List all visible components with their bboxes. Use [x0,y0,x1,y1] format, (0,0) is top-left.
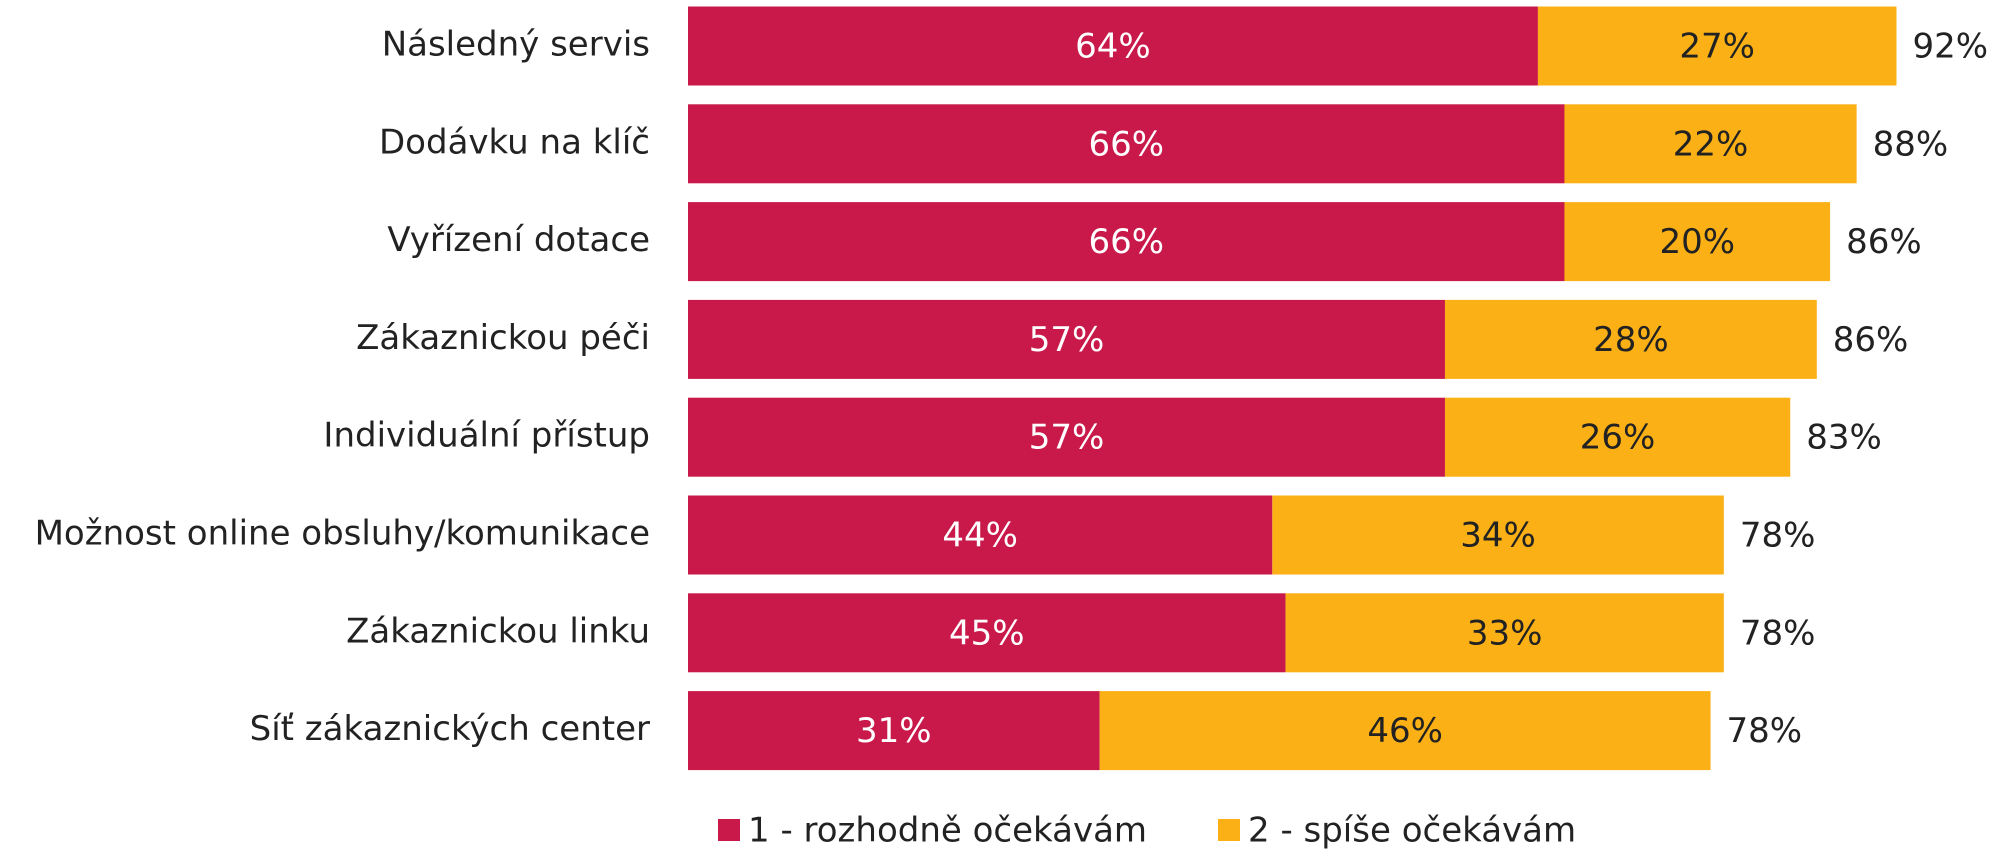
category-label: Zákaznickou linku [346,611,650,651]
bar-segment [1444,397,1791,477]
bar-segment [688,495,1273,575]
category-label: Vyřízení dotace [387,220,650,260]
value-label: 44% [942,516,1018,556]
total-label: 86% [1846,222,1922,262]
total-label: 78% [1740,613,1816,653]
category-label: Dodávku na klíč [379,122,650,162]
legend-swatch [1218,819,1240,841]
legend-label: 2 - spíše očekávám [1248,811,1576,851]
category-label: Následný servis [382,25,650,65]
bar-segment [688,6,1538,86]
value-label: 46% [1367,711,1443,751]
category-label: Individuální přístup [323,416,650,456]
bar-segment [688,104,1565,184]
value-label: 33% [1467,613,1543,653]
bar-segment [688,397,1445,477]
total-label: 86% [1833,320,1909,360]
value-label: 64% [1075,27,1151,67]
value-label: 66% [1088,124,1164,164]
bar-segment [688,202,1565,282]
value-label: 45% [949,613,1025,653]
bar-segment [688,593,1286,673]
bar-segment [1537,6,1897,86]
category-label: Možnost online obsluhy/komunikace [35,514,650,554]
total-label: 83% [1806,418,1882,458]
value-label: 57% [1029,418,1105,458]
bar-segment [1564,202,1831,282]
value-label: 66% [1088,222,1164,262]
value-label: 31% [856,711,932,751]
total-label: 92% [1912,27,1988,67]
total-label: 78% [1740,516,1816,556]
bar-segment [1444,299,1817,379]
bar-segment [688,691,1100,771]
bar-segment [1285,593,1724,673]
value-label: 20% [1659,222,1735,262]
bar-segment [1272,495,1724,575]
value-label: 22% [1673,124,1749,164]
value-label: 27% [1679,27,1755,67]
value-label: 28% [1593,320,1669,360]
value-label: 26% [1580,418,1656,458]
legend-swatch [718,819,740,841]
category-label: Síť zákaznických center [250,709,650,749]
bar-segment [1564,104,1857,184]
bar-segment [1099,691,1711,771]
category-label: Zákaznickou péči [356,318,650,358]
bar-segment [688,299,1445,379]
total-label: 88% [1873,124,1949,164]
legend-label: 1 - rozhodně očekávám [748,811,1147,851]
value-label: 57% [1029,320,1105,360]
value-label: 34% [1460,516,1536,556]
total-label: 78% [1727,711,1803,751]
